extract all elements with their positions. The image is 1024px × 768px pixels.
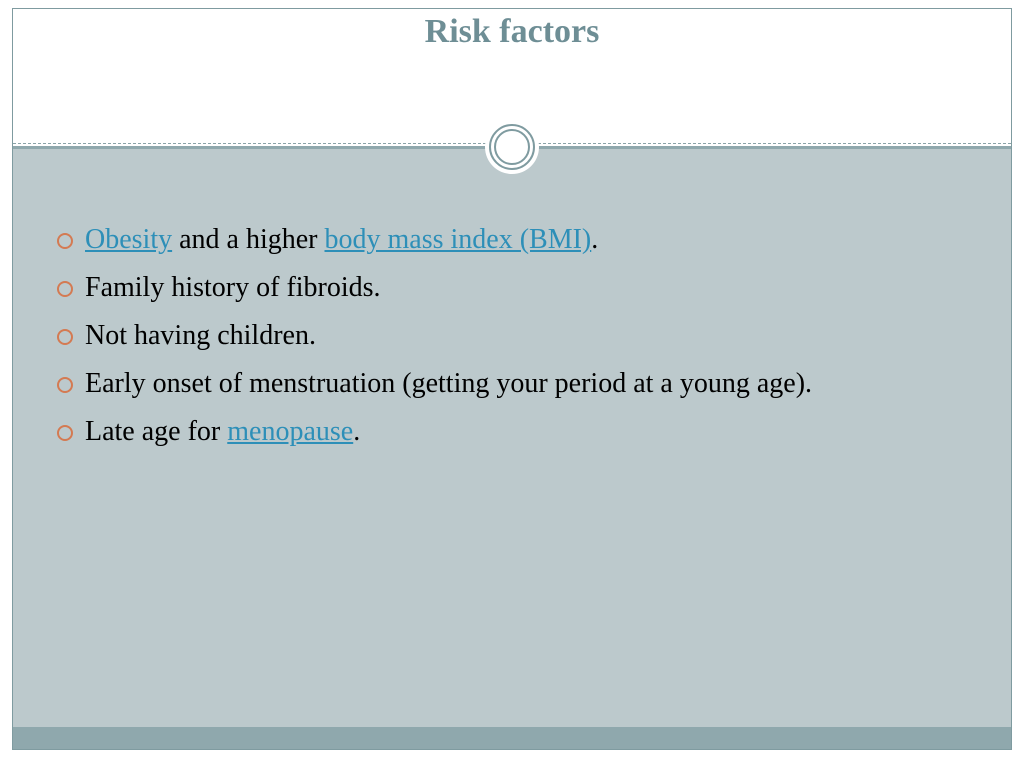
header-area: Risk factors: [13, 9, 1011, 149]
body-text: .: [353, 416, 360, 447]
body-text: Late age for: [85, 416, 227, 447]
bullet-list: Obesity and a higher body mass index (BM…: [43, 219, 981, 453]
list-item: Obesity and a higher body mass index (BM…: [53, 219, 981, 261]
body-text: Early onset of menstruation (getting you…: [85, 368, 812, 399]
hyperlink-text[interactable]: menopause: [227, 416, 353, 447]
list-item: Early onset of menstruation (getting you…: [53, 363, 981, 405]
list-item: Family history of fibroids.: [53, 267, 981, 309]
content-area: Obesity and a higher body mass index (BM…: [13, 149, 1011, 727]
slide-title: Risk factors: [13, 9, 1011, 51]
list-item: Not having children.: [53, 315, 981, 357]
hyperlink-text[interactable]: Obesity: [85, 224, 172, 255]
body-text: and a higher: [172, 224, 324, 255]
body-text: .: [591, 224, 598, 255]
body-text: Not having children.: [85, 320, 316, 351]
footer-bar: [13, 727, 1011, 749]
body-text: Family history of fibroids.: [85, 272, 381, 303]
hyperlink-text[interactable]: body mass index (BMI): [325, 224, 592, 255]
list-item: Late age for menopause.: [53, 411, 981, 453]
circle-ornament-icon: [485, 120, 539, 174]
slide-frame: Risk factors Obesity and a higher body m…: [12, 8, 1012, 750]
